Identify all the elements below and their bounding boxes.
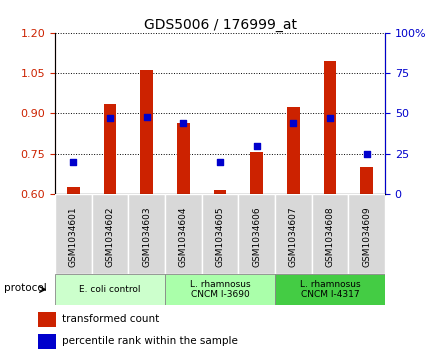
Bar — [165, 274, 275, 305]
Bar — [287, 107, 300, 194]
Bar — [360, 167, 373, 194]
Bar — [177, 123, 190, 194]
Bar — [38, 312, 55, 327]
Text: GSM1034604: GSM1034604 — [179, 206, 188, 267]
Bar — [140, 70, 153, 194]
Text: GSM1034608: GSM1034608 — [326, 206, 334, 267]
Bar — [323, 61, 337, 194]
Text: GSM1034605: GSM1034605 — [216, 206, 224, 267]
Bar — [165, 194, 202, 274]
Point — [106, 115, 114, 121]
Bar — [128, 194, 165, 274]
Point — [290, 120, 297, 126]
Bar — [348, 194, 385, 274]
Text: GSM1034607: GSM1034607 — [289, 206, 298, 267]
Title: GDS5006 / 176999_at: GDS5006 / 176999_at — [143, 18, 297, 32]
Bar — [250, 152, 263, 194]
Text: GSM1034601: GSM1034601 — [69, 206, 78, 267]
Point — [216, 159, 224, 165]
Text: percentile rank within the sample: percentile rank within the sample — [62, 336, 238, 346]
Point — [326, 115, 334, 121]
Point — [180, 120, 187, 126]
Bar — [55, 194, 92, 274]
Text: GSM1034603: GSM1034603 — [142, 206, 151, 267]
Bar — [55, 274, 165, 305]
Bar — [92, 194, 128, 274]
Text: GSM1034609: GSM1034609 — [362, 206, 371, 267]
Bar — [275, 194, 312, 274]
Point — [143, 114, 150, 119]
Bar — [202, 194, 238, 274]
Text: GSM1034606: GSM1034606 — [252, 206, 261, 267]
Text: E. coli control: E. coli control — [79, 285, 141, 294]
Bar — [67, 187, 80, 194]
Text: L. rhamnosus
CNCM I-3690: L. rhamnosus CNCM I-3690 — [190, 280, 250, 299]
Bar — [312, 194, 348, 274]
Bar — [213, 190, 227, 194]
Bar — [103, 104, 117, 194]
Text: L. rhamnosus
CNCM I-4317: L. rhamnosus CNCM I-4317 — [300, 280, 360, 299]
Point — [70, 159, 77, 165]
Bar — [38, 334, 55, 348]
Point — [253, 143, 260, 148]
Text: transformed count: transformed count — [62, 314, 159, 325]
Text: GSM1034602: GSM1034602 — [106, 206, 114, 267]
Bar — [238, 194, 275, 274]
Point — [363, 151, 370, 157]
Text: protocol: protocol — [4, 283, 47, 293]
Bar — [275, 274, 385, 305]
